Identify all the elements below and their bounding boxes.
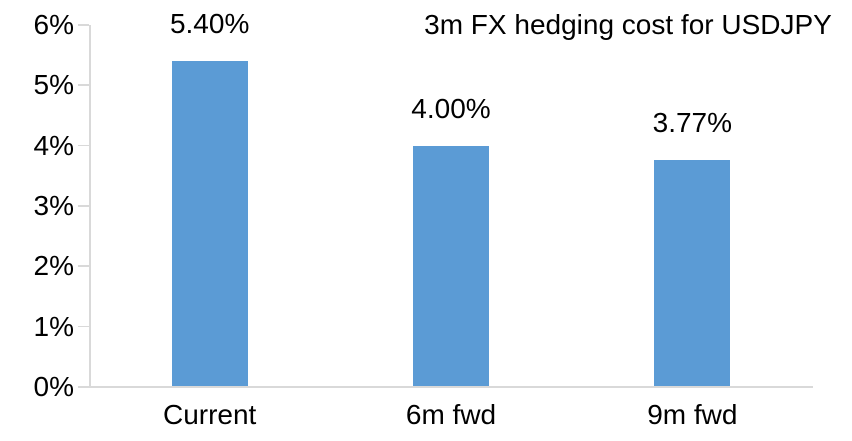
y-tick — [78, 325, 89, 328]
bar-6m-fwd — [413, 145, 489, 386]
y-tick-label: 0% — [33, 371, 74, 402]
y-axis-line — [89, 25, 91, 387]
y-tick-label: 1% — [33, 310, 74, 342]
y-tick-label: 2% — [33, 250, 74, 282]
y-tick-label: 3% — [33, 190, 74, 221]
x-axis-line — [89, 386, 813, 388]
y-tick — [78, 205, 89, 207]
y-tick — [78, 144, 89, 147]
y-tick — [78, 265, 89, 267]
y-tick — [78, 386, 89, 388]
x-category-label: 6m fwd — [405, 399, 497, 430]
y-tick-label: 5% — [33, 69, 74, 101]
x-category-label: Current — [162, 399, 257, 430]
y-tick-label: 6% — [33, 9, 74, 40]
bar-current — [171, 61, 248, 386]
bar-value-label: 4.00% — [411, 92, 491, 124]
y-tick — [78, 24, 89, 26]
bar-value-label: 3.77% — [652, 106, 733, 138]
chart-title: 3m FX hedging cost for USDJPY — [424, 9, 832, 40]
x-category-label: 9m fwd — [647, 399, 738, 430]
y-tick-label: 4% — [33, 129, 74, 161]
y-tick — [78, 84, 89, 86]
bar-9m-fwd — [654, 159, 731, 386]
bar-value-label: 5.40% — [169, 8, 250, 40]
